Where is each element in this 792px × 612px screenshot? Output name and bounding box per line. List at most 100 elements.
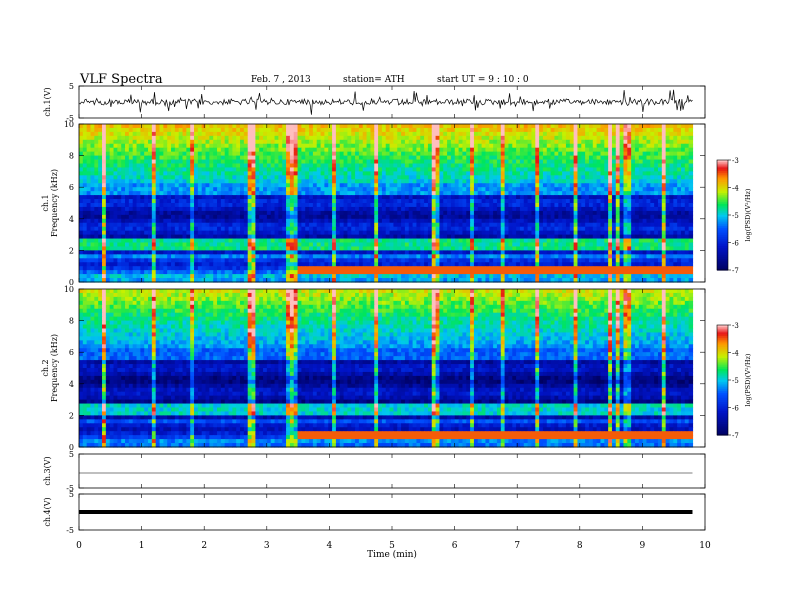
heat-cell <box>144 210 149 216</box>
heat-cell <box>546 203 552 208</box>
heat-cell <box>259 226 264 232</box>
heat-cell <box>677 147 682 153</box>
heat-cell <box>673 206 678 212</box>
heat-cell <box>86 203 92 208</box>
heat-cell <box>232 135 237 141</box>
heat-cell <box>370 179 375 184</box>
heat-cell <box>132 210 138 216</box>
heat-cell <box>489 191 494 196</box>
heat-cell <box>631 238 636 244</box>
heat-cell <box>282 191 287 196</box>
heat-cell <box>243 191 249 196</box>
heat-cell <box>328 124 333 129</box>
heat-cell <box>301 131 306 137</box>
heat-cell <box>351 222 356 228</box>
heat-cell <box>132 147 138 153</box>
heat-cell <box>236 135 241 141</box>
heat-cell <box>546 183 552 188</box>
heat-cell <box>351 124 356 129</box>
heat-cell <box>270 226 276 232</box>
heat-cell <box>263 163 268 169</box>
heat-cell <box>102 124 107 129</box>
heat-cell <box>600 210 605 216</box>
heat-cell <box>255 238 260 244</box>
heat-cell <box>125 143 130 149</box>
heat-cell <box>508 159 513 165</box>
heat-cell <box>171 222 176 228</box>
heat-cell <box>178 238 184 244</box>
heat-cell <box>412 226 418 232</box>
heat-cell <box>654 171 659 176</box>
heat-cell <box>259 127 264 133</box>
heat-cell <box>650 195 655 200</box>
heat-cell <box>217 226 222 232</box>
heat-cell <box>343 183 348 188</box>
heat-cell <box>232 147 237 153</box>
heat-cell <box>209 206 214 212</box>
heat-cell <box>186 127 191 133</box>
heat-cell <box>562 191 567 196</box>
heat-cell <box>358 187 364 192</box>
heat-cell <box>378 135 383 141</box>
heat-cell <box>109 195 115 200</box>
heat-cell <box>171 163 176 169</box>
heat-cell <box>301 206 306 212</box>
heat-cell <box>531 183 536 188</box>
heat-cell <box>240 238 245 244</box>
heat-cell <box>619 143 625 149</box>
heat-cell <box>473 230 479 236</box>
heat-cell <box>646 203 651 208</box>
heat-cell <box>102 143 107 149</box>
heat-cell <box>232 210 237 216</box>
heat-cell <box>424 155 429 161</box>
heat-cell <box>305 210 310 216</box>
heat-cell <box>113 187 118 192</box>
heat-cell <box>301 171 306 176</box>
heat-cell <box>324 191 329 196</box>
heat-cell <box>140 179 145 184</box>
heat-cell <box>684 234 690 240</box>
heat-cell <box>634 203 640 208</box>
heat-cell <box>224 171 230 176</box>
heat-cell <box>519 206 525 212</box>
heat-cell <box>132 139 138 145</box>
heat-cell <box>477 155 483 161</box>
heat-cell <box>309 179 314 184</box>
heat-cell <box>351 151 356 157</box>
heat-cell <box>447 234 452 240</box>
heat-cell <box>374 206 379 212</box>
heat-cell <box>677 218 682 224</box>
heat-cell <box>389 230 394 236</box>
heat-cell <box>343 218 348 224</box>
heat-cell <box>527 234 533 240</box>
heat-cell <box>416 127 421 133</box>
heat-cell <box>90 210 95 216</box>
heat-cell <box>504 159 510 165</box>
heat-cell <box>347 159 352 165</box>
heat-cell <box>347 135 352 141</box>
heat-cell <box>669 203 674 208</box>
heat-cell <box>473 139 479 145</box>
heat-cell <box>439 135 444 141</box>
heat-cell <box>458 175 464 180</box>
heat-cell <box>435 234 441 240</box>
heat-cell <box>236 214 241 220</box>
heat-cell <box>435 199 441 204</box>
heat-cell <box>247 147 253 153</box>
heat-cell <box>324 226 329 232</box>
heat-cell <box>163 183 168 188</box>
heat-cell <box>79 131 84 137</box>
heat-cell <box>355 135 360 141</box>
heat-cell <box>439 234 444 240</box>
heat-cell <box>159 234 164 240</box>
heat-cell <box>378 167 383 172</box>
heat-cell <box>316 124 322 129</box>
heat-cell <box>105 210 111 216</box>
heat-cell <box>615 143 621 149</box>
heat-cell <box>519 131 525 137</box>
heat-cell <box>408 234 414 240</box>
heat-cell <box>661 234 667 240</box>
heat-cell <box>489 179 494 184</box>
heat-cell <box>516 124 521 129</box>
heat-cell <box>320 187 325 192</box>
